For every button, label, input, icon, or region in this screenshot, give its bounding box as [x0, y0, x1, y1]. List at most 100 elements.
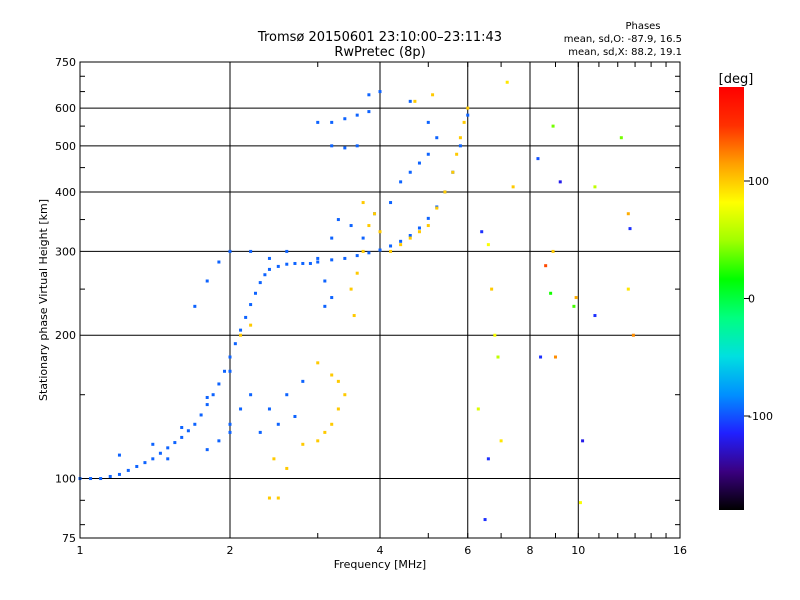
data-point-x — [455, 152, 459, 156]
data-point-x — [352, 314, 356, 318]
data-point-x — [399, 243, 403, 247]
data-point-o — [316, 256, 320, 260]
data-point-o — [193, 304, 197, 308]
data-point-x — [330, 422, 334, 426]
data-point-o — [355, 144, 359, 148]
data-point-o — [330, 120, 334, 124]
data-point-o — [330, 144, 334, 148]
data-point-o — [263, 273, 267, 277]
data-point-o — [301, 379, 305, 383]
data-point-o — [285, 262, 289, 266]
x-axis: 1 2 4 6 8 10 16 — [77, 62, 687, 557]
data-point-o — [205, 448, 209, 452]
colorbar — [719, 87, 744, 510]
chart-subtitle: RwPretec (8p) — [334, 45, 425, 60]
data-point-o — [239, 407, 243, 411]
data-point-x — [389, 249, 393, 253]
data-point-scattered — [496, 355, 500, 359]
y-tick-label: 200 — [55, 329, 76, 342]
data-point-scattered — [628, 227, 632, 231]
data-point-o — [267, 256, 271, 260]
data-point-scattered — [511, 185, 515, 189]
data-point-o — [426, 216, 430, 220]
data-point-scattered — [572, 304, 576, 308]
data-point-o — [151, 442, 155, 446]
x-axis-label: Frequency [MHz] — [334, 558, 426, 571]
data-point-x — [316, 439, 320, 443]
data-point-scattered — [476, 407, 480, 411]
data-point-o — [343, 256, 347, 260]
data-point-scattered — [574, 296, 578, 300]
x-tick-label: 1 — [77, 544, 84, 557]
data-point-o — [301, 261, 305, 265]
data-point-o — [239, 328, 243, 332]
data-point-o — [323, 279, 327, 283]
y-axis-label: Stationary phase Virtual Height [km] — [37, 199, 50, 401]
data-point-o — [389, 201, 393, 205]
data-point-o — [336, 218, 340, 222]
grid — [80, 62, 680, 538]
data-point-o — [217, 260, 221, 264]
stats-title: Phases — [625, 21, 660, 32]
data-point-o — [293, 261, 297, 265]
y-tick-label: 600 — [55, 102, 76, 115]
data-point-x — [435, 206, 439, 210]
x-tick-label: 6 — [464, 544, 471, 557]
data-point-o — [466, 113, 470, 117]
data-point-o — [285, 393, 289, 397]
data-point-o — [258, 430, 262, 434]
data-point-x — [361, 201, 365, 205]
x-tick-label: 4 — [377, 544, 384, 557]
data-point-o — [223, 369, 227, 373]
data-point-o — [389, 244, 393, 248]
data-point-o — [228, 430, 232, 434]
data-point-o — [166, 457, 170, 461]
data-point-x — [373, 212, 377, 216]
data-point-x — [361, 249, 365, 253]
data-point-x — [451, 170, 455, 174]
data-point-x — [426, 224, 430, 228]
data-point-x — [466, 106, 470, 110]
data-point-o — [205, 395, 209, 399]
data-point-o — [308, 261, 312, 265]
data-point-o — [233, 342, 237, 346]
data-point-x — [462, 120, 466, 124]
data-point-x — [349, 287, 353, 291]
x-tick-label: 16 — [673, 544, 687, 557]
data-point-x — [285, 466, 289, 470]
data-point-o — [355, 113, 359, 117]
data-point-o — [249, 393, 253, 397]
data-point-o — [293, 414, 297, 418]
data-point-o — [211, 393, 215, 397]
data-point-o — [323, 304, 327, 308]
data-point-o — [399, 180, 403, 184]
data-point-scattered — [581, 439, 585, 443]
data-point-scattered — [539, 355, 543, 359]
data-points — [78, 80, 635, 522]
data-point-o — [361, 236, 365, 240]
data-point-o — [173, 441, 177, 445]
data-point-o — [276, 422, 280, 426]
data-point-o — [228, 355, 232, 359]
data-point-x — [239, 333, 243, 337]
data-point-o — [180, 425, 184, 429]
data-point-x — [413, 99, 417, 103]
data-point-o — [166, 446, 170, 450]
data-point-scattered — [490, 287, 494, 291]
data-point-scattered — [505, 80, 509, 84]
data-point-o — [117, 453, 121, 457]
colorbar-tick-label: -100 — [748, 410, 773, 423]
y-tick-label: 500 — [55, 140, 76, 153]
data-point-o — [99, 477, 103, 481]
data-point-o — [408, 234, 412, 238]
data-point-x — [301, 442, 305, 446]
data-point-scattered — [499, 439, 503, 443]
y-tick-label: 300 — [55, 245, 76, 258]
data-point-scattered — [553, 355, 557, 359]
data-point-o — [205, 403, 209, 407]
y-tick-label: 75 — [62, 532, 76, 545]
stats-line-o: mean, sd,O: -87.9, 16.5 — [564, 34, 682, 45]
data-point-x — [443, 190, 447, 194]
data-point-o — [258, 281, 262, 285]
